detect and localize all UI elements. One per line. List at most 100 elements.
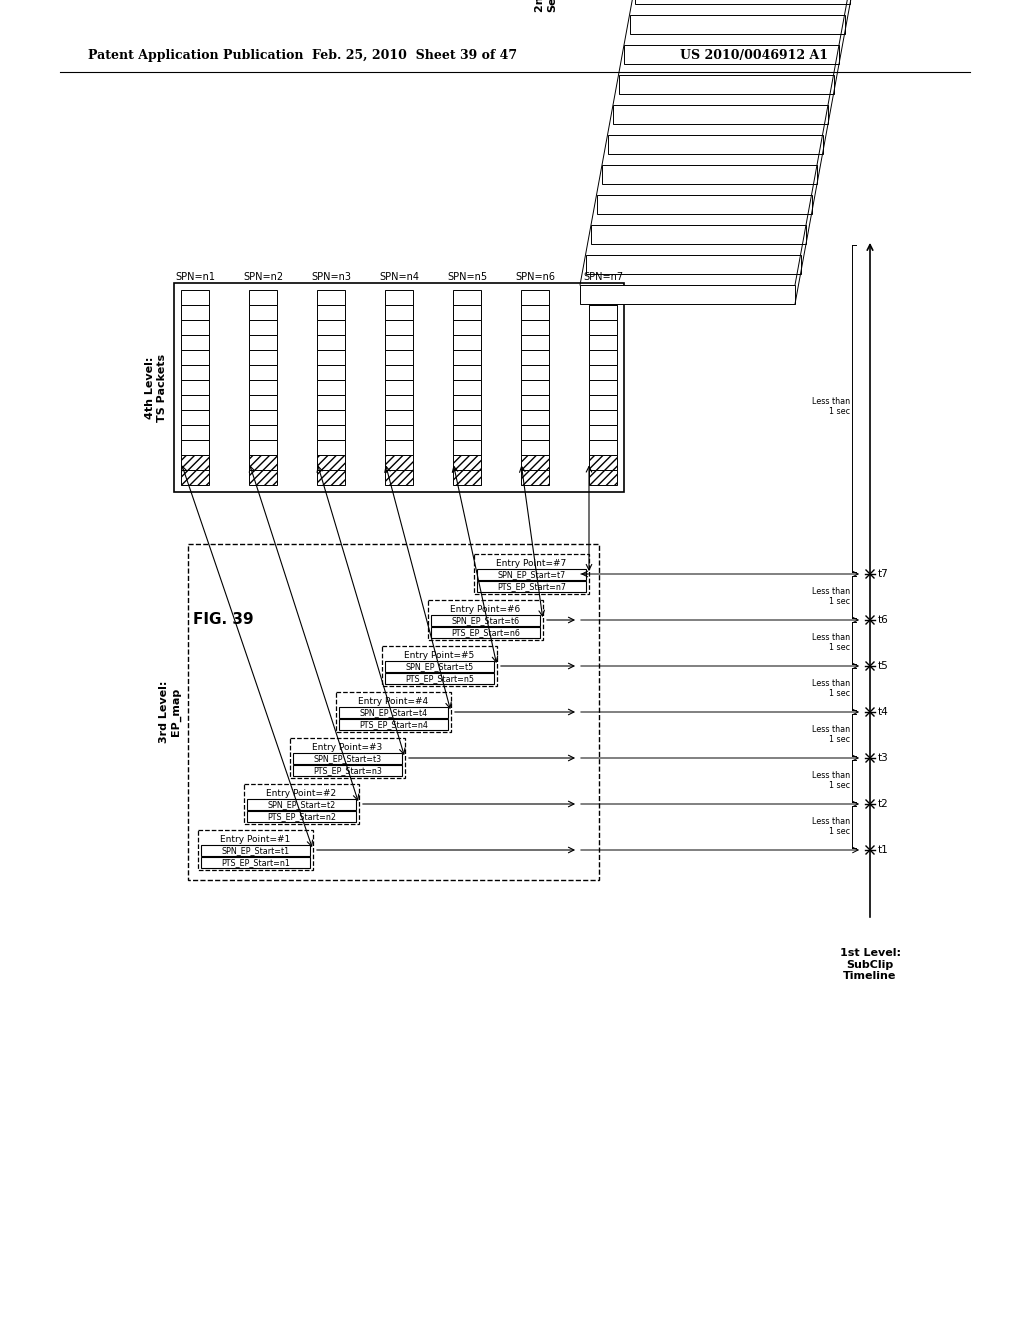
Bar xyxy=(453,366,481,380)
Bar xyxy=(317,350,345,366)
Bar xyxy=(249,470,278,484)
Text: SPN_EP_Start=t4: SPN_EP_Start=t4 xyxy=(359,708,428,717)
Bar xyxy=(385,380,413,395)
Bar xyxy=(453,319,481,335)
Bar xyxy=(613,106,828,124)
Text: SPN=n3: SPN=n3 xyxy=(311,272,351,282)
Bar xyxy=(181,440,209,455)
Text: SPN_EP_Start=t2: SPN_EP_Start=t2 xyxy=(267,800,336,809)
Bar xyxy=(293,752,402,764)
Bar xyxy=(453,380,481,395)
Bar xyxy=(317,366,345,380)
Bar xyxy=(589,470,617,484)
Bar xyxy=(521,411,549,425)
Bar xyxy=(181,319,209,335)
Bar xyxy=(477,569,586,579)
Bar xyxy=(589,305,617,319)
Bar xyxy=(201,857,310,869)
Text: PTS_EP_Start=n1: PTS_EP_Start=n1 xyxy=(221,858,290,867)
Bar xyxy=(181,290,209,305)
Bar xyxy=(453,455,481,470)
Bar xyxy=(589,395,617,411)
Bar xyxy=(602,165,817,183)
Bar xyxy=(385,305,413,319)
Text: 1 sec: 1 sec xyxy=(828,781,850,791)
Text: Less than: Less than xyxy=(812,397,850,407)
Bar xyxy=(317,411,345,425)
Bar xyxy=(249,305,278,319)
Bar xyxy=(181,425,209,440)
Bar xyxy=(293,766,402,776)
Bar xyxy=(591,224,806,244)
Bar xyxy=(431,615,540,626)
Text: PTS_EP_Start=n2: PTS_EP_Start=n2 xyxy=(267,812,336,821)
Bar xyxy=(174,282,624,492)
Bar xyxy=(247,810,356,822)
Text: Less than: Less than xyxy=(812,587,850,597)
Bar xyxy=(618,75,834,94)
Text: SPN=n6: SPN=n6 xyxy=(515,272,555,282)
Bar xyxy=(589,411,617,425)
Bar xyxy=(247,799,356,810)
Bar xyxy=(385,335,413,350)
Bar xyxy=(317,319,345,335)
Bar xyxy=(624,45,839,63)
Text: 4th Level:
TS Packets: 4th Level: TS Packets xyxy=(145,354,167,421)
Text: t2: t2 xyxy=(878,799,889,809)
Bar xyxy=(474,554,589,594)
Text: t5: t5 xyxy=(878,661,889,671)
Bar xyxy=(385,290,413,305)
Bar xyxy=(589,425,617,440)
Text: Entry Point=#2: Entry Point=#2 xyxy=(266,788,337,797)
Text: 1 sec: 1 sec xyxy=(828,828,850,837)
Bar xyxy=(382,645,497,686)
Text: Entry Point=#7: Entry Point=#7 xyxy=(497,558,566,568)
Bar xyxy=(589,440,617,455)
Text: t6: t6 xyxy=(878,615,889,624)
Bar xyxy=(181,380,209,395)
Bar xyxy=(589,290,617,305)
Bar xyxy=(635,0,850,4)
Bar xyxy=(586,255,801,275)
Bar xyxy=(453,395,481,411)
Bar xyxy=(249,290,278,305)
Text: 2nd Level:
Secondary
Video: 2nd Level: Secondary Video xyxy=(536,0,568,12)
Bar xyxy=(385,470,413,484)
Text: Entry Point=#5: Entry Point=#5 xyxy=(404,651,475,660)
Text: SPN=n2: SPN=n2 xyxy=(243,272,283,282)
Bar xyxy=(249,380,278,395)
Bar xyxy=(181,366,209,380)
Bar xyxy=(317,425,345,440)
Text: SPN=n5: SPN=n5 xyxy=(446,272,487,282)
Bar xyxy=(317,455,345,470)
Bar xyxy=(249,366,278,380)
Bar xyxy=(453,425,481,440)
Text: SPN=n4: SPN=n4 xyxy=(379,272,419,282)
Bar xyxy=(317,395,345,411)
Text: Less than: Less than xyxy=(812,817,850,826)
Bar xyxy=(589,335,617,350)
Bar xyxy=(521,305,549,319)
Bar xyxy=(521,395,549,411)
Bar xyxy=(317,440,345,455)
Text: US 2010/0046912 A1: US 2010/0046912 A1 xyxy=(680,49,828,62)
Bar xyxy=(385,440,413,455)
Bar xyxy=(181,395,209,411)
Bar xyxy=(589,366,617,380)
Bar xyxy=(453,440,481,455)
Bar xyxy=(431,627,540,638)
Bar xyxy=(385,395,413,411)
Text: Entry Point=#6: Entry Point=#6 xyxy=(451,605,520,614)
Bar xyxy=(244,784,359,824)
Bar xyxy=(249,350,278,366)
Text: Less than: Less than xyxy=(812,680,850,689)
Text: Less than: Less than xyxy=(812,726,850,734)
Text: Entry Point=#3: Entry Point=#3 xyxy=(312,742,383,751)
Bar xyxy=(521,290,549,305)
Bar xyxy=(181,455,209,470)
Bar xyxy=(521,470,549,484)
Text: SPN=n7: SPN=n7 xyxy=(583,272,623,282)
Bar xyxy=(317,380,345,395)
Bar xyxy=(317,335,345,350)
Text: PTS_EP_Start=n7: PTS_EP_Start=n7 xyxy=(497,582,566,591)
